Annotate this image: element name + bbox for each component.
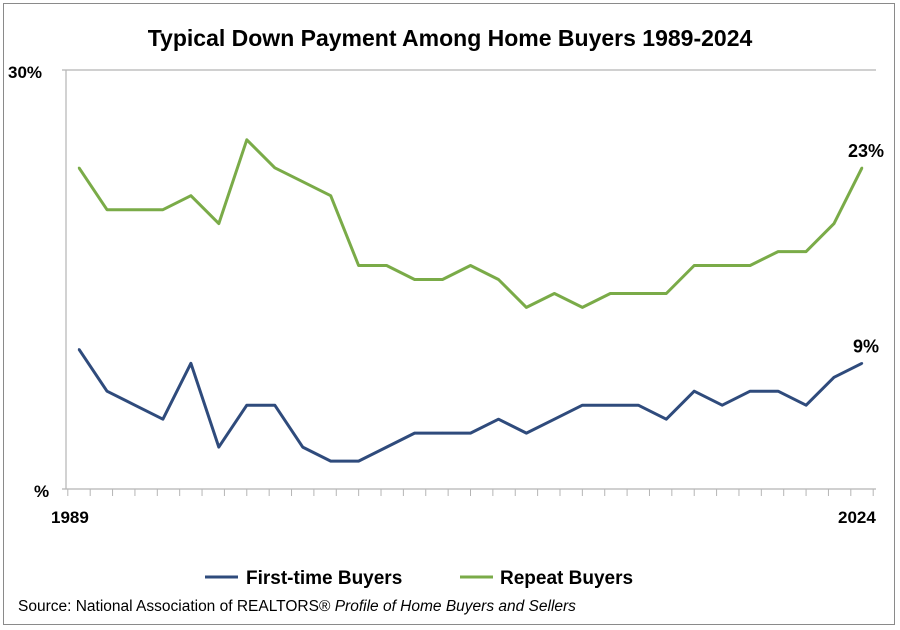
data-point-repeat-buyers-13	[441, 278, 444, 281]
data-point-first-time-buyers-24	[748, 390, 752, 393]
data-point-repeat-buyers-24	[748, 264, 752, 267]
data-point-first-time-buyers-15	[497, 417, 500, 421]
source-publication: Profile of Home Buyers and Sellers	[334, 598, 576, 615]
data-point-first-time-buyers-17	[553, 417, 556, 421]
legend-label-first-time-buyers: First-time Buyers	[246, 568, 402, 589]
data-point-first-time-buyers-7	[273, 404, 276, 407]
x-tick-label-first: 1989	[51, 508, 89, 527]
data-point-repeat-buyers-3	[161, 208, 165, 211]
data-point-first-time-buyers-0	[77, 348, 81, 351]
source-note: Source: National Association of REALTORS…	[18, 598, 576, 616]
data-point-first-time-buyers-4	[189, 362, 193, 365]
data-point-repeat-buyers-28	[860, 166, 864, 169]
data-point-first-time-buyers-10	[357, 459, 360, 463]
data-point-first-time-buyers-1	[105, 390, 109, 393]
data-point-first-time-buyers-8	[301, 445, 304, 449]
series-line-repeat-buyers	[77, 138, 864, 309]
data-point-repeat-buyers-10	[357, 264, 360, 267]
data-point-first-time-buyers-9	[329, 459, 332, 463]
data-point-first-time-buyers-27	[832, 376, 836, 379]
data-point-first-time-buyers-20	[637, 404, 640, 407]
data-point-first-time-buyers-25	[776, 390, 780, 393]
data-point-first-time-buyers-3	[161, 417, 165, 421]
data-point-repeat-buyers-11	[385, 264, 388, 267]
data-point-repeat-buyers-4	[189, 194, 193, 197]
data-point-first-time-buyers-26	[804, 404, 808, 407]
data-point-first-time-buyers-12	[413, 431, 416, 435]
data-point-repeat-buyers-2	[133, 208, 137, 211]
x-tick-label-last: 2024	[838, 508, 876, 527]
data-point-first-time-buyers-18	[581, 404, 584, 407]
data-point-first-time-buyers-2	[133, 404, 137, 407]
data-point-repeat-buyers-26	[804, 250, 808, 253]
data-point-first-time-buyers-14	[469, 431, 472, 435]
chart-title: Typical Down Payment Among Home Buyers 1…	[148, 25, 753, 51]
data-point-repeat-buyers-9	[329, 194, 332, 197]
source-text: Source: National Association of REALTORS…	[18, 598, 331, 615]
data-point-repeat-buyers-7	[273, 166, 276, 169]
axes	[62, 69, 876, 496]
data-point-repeat-buyers-0	[77, 166, 81, 169]
data-point-repeat-buyers-25	[776, 250, 780, 253]
y-tick-label-top: 30%	[8, 63, 42, 82]
data-point-repeat-buyers-27	[832, 222, 836, 225]
data-point-repeat-buyers-23	[720, 264, 724, 267]
data-point-first-time-buyers-13	[441, 431, 444, 435]
data-point-repeat-buyers-16	[525, 306, 528, 309]
end-label-first-time-buyers: 9%	[853, 336, 879, 356]
data-point-repeat-buyers-19	[609, 292, 612, 295]
data-point-first-time-buyers-16	[525, 431, 528, 435]
data-point-first-time-buyers-11	[385, 445, 388, 449]
data-point-repeat-buyers-15	[497, 278, 500, 281]
chart-frame	[3, 3, 895, 625]
data-point-repeat-buyers-5	[217, 222, 221, 225]
series-line-first-time-buyers	[77, 348, 863, 463]
series-layer: 9% 23%	[77, 138, 884, 463]
data-point-first-time-buyers-22	[693, 390, 696, 393]
data-point-repeat-buyers-6	[245, 138, 248, 142]
data-point-repeat-buyers-21	[665, 292, 668, 295]
data-point-first-time-buyers-21	[665, 417, 668, 421]
data-point-repeat-buyers-22	[693, 264, 696, 267]
y-tick-label-bottom: %	[34, 482, 49, 501]
data-point-first-time-buyers-6	[245, 404, 248, 407]
data-point-repeat-buyers-1	[105, 208, 109, 211]
data-point-repeat-buyers-17	[553, 292, 556, 295]
end-label-repeat-buyers: 23%	[848, 141, 884, 161]
data-point-repeat-buyers-20	[637, 292, 640, 295]
data-point-first-time-buyers-23	[720, 404, 724, 407]
legend-label-repeat-buyers: Repeat Buyers	[500, 568, 633, 589]
data-point-repeat-buyers-8	[301, 180, 304, 183]
data-point-repeat-buyers-14	[469, 264, 472, 267]
data-point-first-time-buyers-19	[609, 404, 612, 407]
data-point-repeat-buyers-18	[581, 306, 584, 309]
data-point-first-time-buyers-28	[860, 362, 864, 365]
data-point-repeat-buyers-12	[413, 278, 416, 281]
data-point-first-time-buyers-5	[217, 445, 221, 449]
legend: First-time Buyers Repeat Buyers	[205, 568, 633, 589]
